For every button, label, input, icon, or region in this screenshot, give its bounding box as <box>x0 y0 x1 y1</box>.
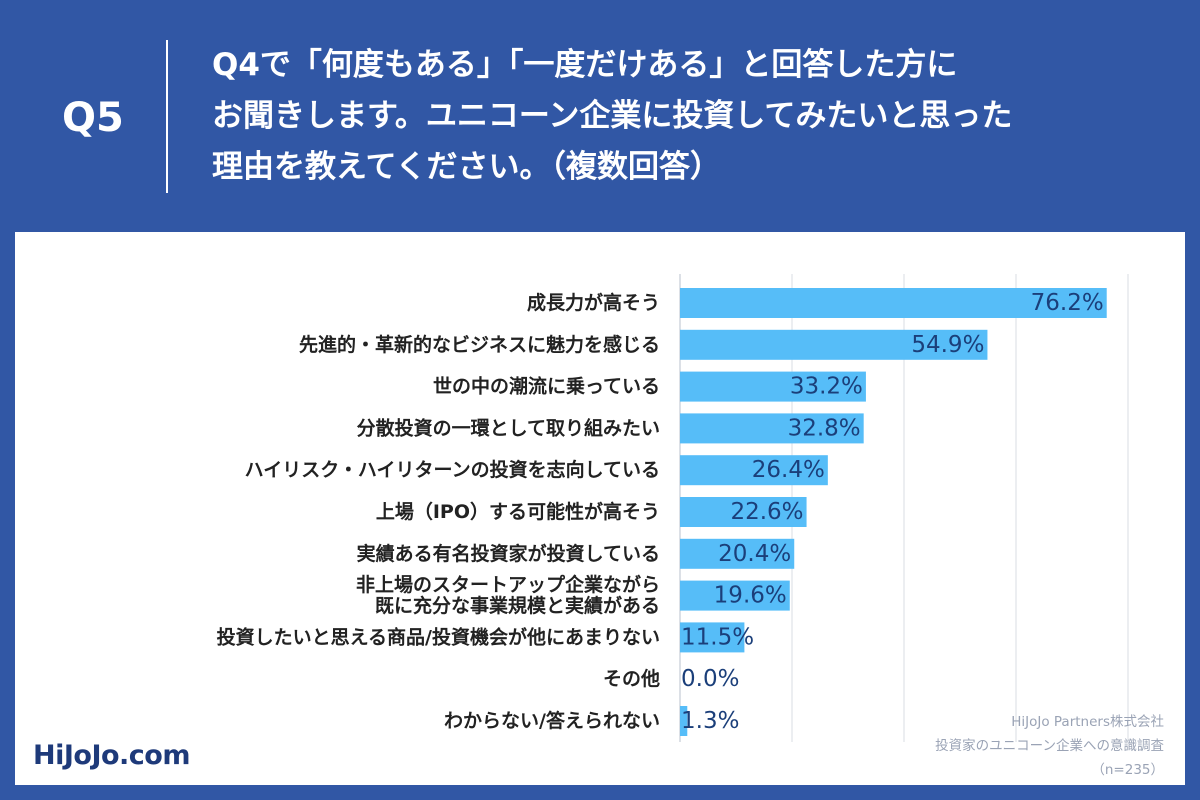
bar <box>680 329 988 360</box>
question-number: Q5 <box>62 95 124 141</box>
category-label: 既に充分な事業規模と実績がある <box>375 594 660 617</box>
header-divider <box>166 40 168 193</box>
chart-card: 76.2% 成長力が高そう 54.9% 先進的・革新的なビジネスに魅力を感じる 33.2… <box>15 232 1185 785</box>
data-label: 32.8% <box>788 415 861 441</box>
bar <box>680 538 795 569</box>
data-label: 76.2% <box>1031 290 1104 316</box>
source-note: HiJoJo Partners株式会社 投資家のユニコーン企業への意識調査 （n… <box>804 710 1164 782</box>
hijojo-logo: HiJoJo.com <box>33 740 191 771</box>
category-label: 上場（IPO）する可能性が高そう <box>376 500 660 523</box>
category-label: 先進的・革新的なビジネスに魅力を感じる <box>299 333 660 356</box>
bar <box>680 455 828 486</box>
bar <box>680 413 864 444</box>
category-label: 非上場のスタートアップ企業ながら <box>356 573 660 596</box>
data-label: 20.4% <box>718 541 791 567</box>
source-sample-size: （n=235） <box>1091 762 1164 778</box>
question-line-3: 理由を教えてください。（複数回答） <box>212 149 722 185</box>
category-label: 世の中の潮流に乗っている <box>433 375 660 398</box>
data-label: 22.6% <box>730 499 803 525</box>
data-label: 0.0% <box>681 666 739 692</box>
bar-chart: 76.2% 成長力が高そう 54.9% 先進的・革新的なビジネスに魅力を感じる 33.2… <box>217 274 1129 742</box>
bar <box>680 706 688 736</box>
bar <box>680 497 807 527</box>
category-label: 成長力が高そう <box>527 291 660 314</box>
question-line-2: お聞きします。ユニコーン企業に投資してみたいと思った <box>212 98 1013 134</box>
data-label: 33.2% <box>790 374 863 400</box>
category-label: 分散投資の一環として取り組みたい <box>357 416 660 439</box>
data-label: 1.3% <box>681 708 739 734</box>
data-label: 11.5% <box>681 624 754 650</box>
category-label: 実績ある有名投資家が投資している <box>357 542 660 565</box>
question-line-1: Q4で「何度もある」「一度だけある」と回答した方に <box>212 47 958 83</box>
question-text: Q4で「何度もある」「一度だけある」と回答した方に お聞きします。ユニコーン企業… <box>212 40 1172 193</box>
data-label: 19.6% <box>714 583 787 609</box>
bar <box>680 371 866 402</box>
source-survey: 投資家のユニコーン企業への意識調査 <box>935 738 1164 754</box>
bar <box>680 580 790 611</box>
data-label: 26.4% <box>752 457 825 483</box>
bar <box>680 622 745 653</box>
bar <box>680 288 1107 318</box>
data-label: 54.9% <box>911 332 984 358</box>
category-label: ハイリスク・ハイリターンの投資を志向している <box>245 458 660 481</box>
source-company: HiJoJo Partners株式会社 <box>1011 714 1164 730</box>
question-header: Q5 Q4で「何度もある」「一度だけある」と回答した方に お聞きします。ユニコー… <box>0 0 1200 230</box>
category-label: その他 <box>603 667 660 690</box>
category-label: 投資したいと思える商品/投資機会が他にあまりない <box>217 625 660 648</box>
category-label: わからない/答えられない <box>444 709 660 732</box>
